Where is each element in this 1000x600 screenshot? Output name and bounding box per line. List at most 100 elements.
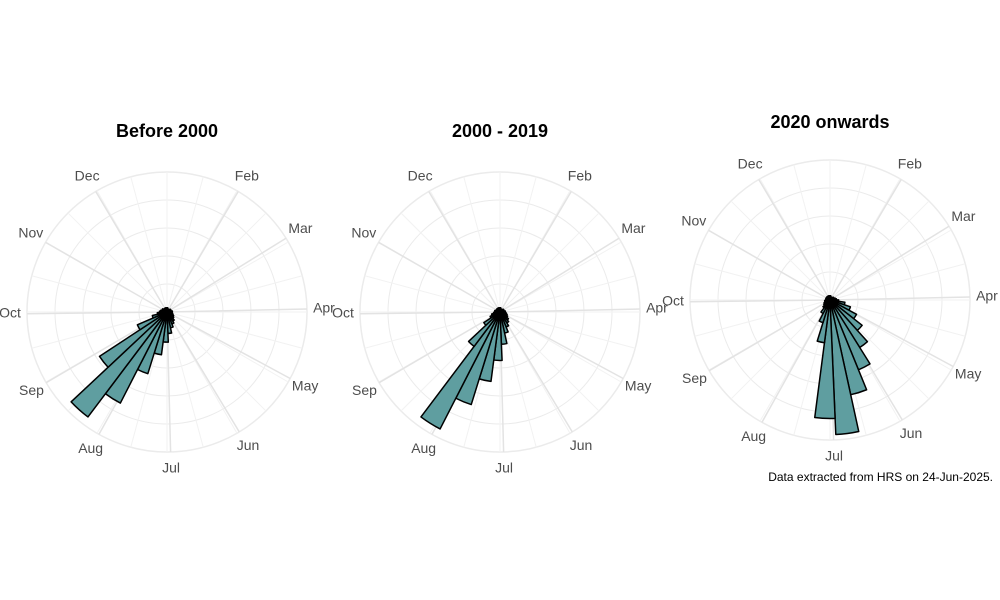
grid-spoke	[499, 237, 620, 313]
bar	[165, 306, 168, 313]
minor-spoke	[499, 311, 537, 448]
bar	[70, 311, 168, 418]
grid-spoke	[499, 308, 640, 313]
grid-spoke	[378, 311, 501, 384]
month-label: Feb	[568, 168, 592, 184]
panel-title: Before 2000	[116, 121, 218, 141]
minor-spoke	[364, 275, 501, 313]
grid-spoke	[166, 308, 307, 313]
month-label: Feb	[235, 168, 259, 184]
month-label: Nov	[18, 225, 43, 241]
grid-spoke	[499, 311, 624, 380]
minor-spoke	[829, 299, 966, 337]
minor-spoke	[130, 176, 168, 313]
minor-spoke	[694, 263, 831, 301]
month-label: Oct	[0, 305, 21, 321]
month-label: Sep	[682, 370, 707, 386]
month-label: Mar	[621, 220, 645, 236]
month-label: May	[292, 377, 318, 393]
grid-spoke	[499, 311, 573, 433]
month-label: Jun	[570, 437, 593, 453]
month-label: Oct	[332, 305, 354, 321]
month-label: Jun	[237, 437, 260, 453]
minor-spoke	[730, 299, 831, 400]
minor-spoke	[31, 275, 168, 313]
grid-spoke	[166, 311, 291, 380]
minor-spoke	[166, 311, 204, 448]
minor-spoke	[400, 212, 501, 313]
month-label: Nov	[681, 213, 706, 229]
month-label: Feb	[898, 156, 922, 172]
minor-spoke	[499, 176, 537, 313]
bar	[98, 311, 168, 368]
minor-spoke	[499, 311, 600, 412]
minor-spoke	[829, 200, 930, 301]
minor-spoke	[463, 176, 501, 313]
minor-spoke	[499, 275, 636, 313]
bar	[813, 299, 836, 420]
month-label: Jul	[825, 448, 843, 464]
month-label: Jul	[495, 460, 513, 476]
month-label: Sep	[352, 382, 377, 398]
month-label: May	[955, 365, 981, 381]
minor-spoke	[166, 275, 303, 313]
month-label: Aug	[411, 440, 436, 456]
month-label: Apr	[976, 287, 998, 303]
grid-spoke	[95, 191, 168, 313]
grid-spoke	[829, 179, 902, 301]
minor-spoke	[31, 311, 168, 349]
grid-spoke	[708, 229, 831, 301]
bar	[136, 311, 168, 331]
grid-spoke	[166, 191, 239, 313]
grid-spoke	[27, 311, 168, 315]
month-label: Apr	[313, 299, 335, 315]
minor-spoke	[166, 212, 267, 313]
panel-title: 2020 onwards	[770, 112, 889, 132]
minor-spoke	[730, 200, 831, 301]
month-label: Aug	[78, 440, 103, 456]
month-label: Aug	[741, 428, 766, 444]
minor-spoke	[166, 311, 267, 412]
minor-spoke	[499, 212, 600, 313]
grid-spoke	[829, 296, 970, 301]
month-label: Dec	[408, 168, 433, 184]
month-label: Jul	[162, 460, 180, 476]
month-label: Mar	[951, 208, 975, 224]
minor-spoke	[166, 311, 303, 349]
grid-spoke	[761, 299, 831, 423]
panel-title: 2000 - 2019	[452, 121, 548, 141]
bar	[467, 311, 501, 348]
bar	[498, 306, 501, 313]
grid-spoke	[758, 179, 831, 301]
minor-spoke	[793, 164, 831, 301]
grid-spoke	[360, 311, 501, 315]
month-label: Dec	[75, 168, 100, 184]
grid-spoke	[708, 299, 831, 372]
grid-spoke	[166, 311, 240, 433]
minor-spoke	[67, 212, 168, 313]
minor-spoke	[499, 311, 636, 349]
month-label: Mar	[288, 220, 312, 236]
month-label: Apr	[646, 299, 668, 315]
grid-spoke	[690, 299, 831, 303]
month-label: Oct	[662, 293, 684, 309]
grid-spoke	[829, 225, 950, 301]
minor-spoke	[166, 176, 204, 313]
bar	[829, 299, 860, 436]
month-label: Nov	[351, 225, 376, 241]
month-label: May	[625, 377, 651, 393]
grid-spoke	[378, 241, 501, 313]
month-label: Dec	[738, 156, 763, 172]
minor-spoke	[829, 263, 966, 301]
caption: Data extracted from HRS on 24-Jun-2025.	[768, 470, 993, 484]
grid-spoke	[428, 191, 501, 313]
grid-spoke	[166, 237, 287, 313]
grid-spoke	[45, 241, 168, 313]
month-label: Sep	[19, 382, 44, 398]
bar	[828, 294, 831, 301]
minor-spoke	[829, 164, 867, 301]
minor-spoke	[694, 299, 831, 337]
month-label: Jun	[900, 425, 923, 441]
bar	[420, 311, 501, 430]
